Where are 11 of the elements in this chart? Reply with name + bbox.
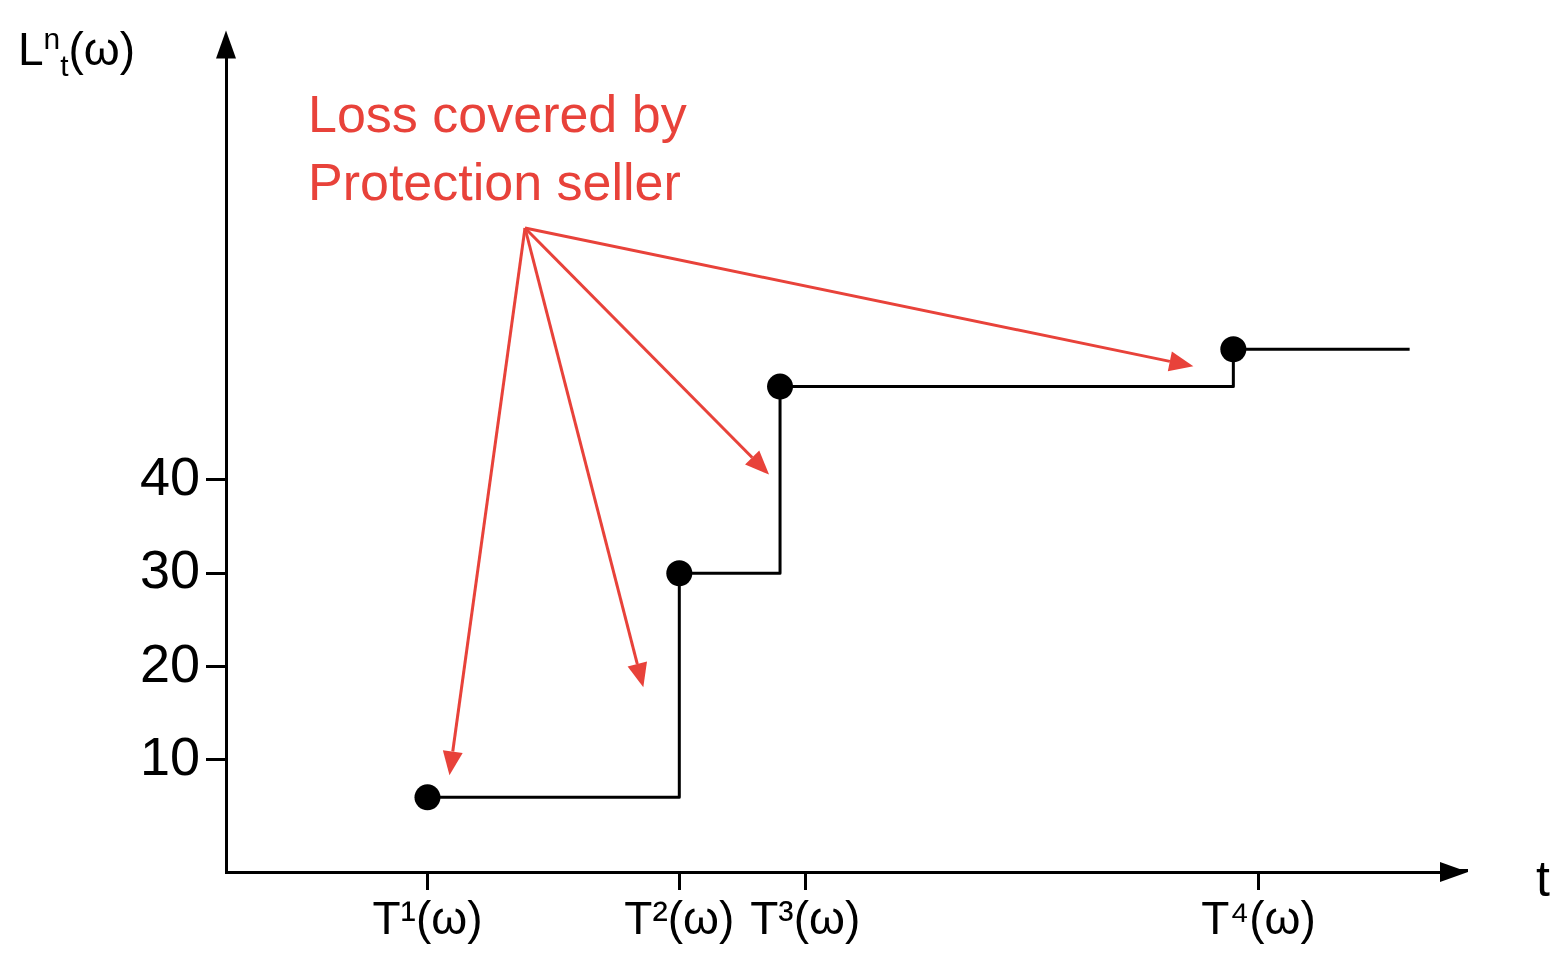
y-tick-label: 10 (139, 725, 200, 786)
x-tick-label: T⁴(ω) (1201, 892, 1316, 945)
x-tick-label: T³(ω) (750, 892, 861, 945)
x-axis-title: t (1536, 850, 1550, 908)
y-tick-label: 40 (139, 445, 200, 506)
y-tick-label: 20 (139, 632, 200, 693)
x-tick-label: T²(ω) (624, 892, 735, 945)
y-axis-title: L$^{n}$$_{t}$(ω) (18, 22, 136, 83)
annotation: Loss covered by Protection seller (308, 84, 688, 213)
x-tick-label: T¹(ω) (372, 892, 483, 945)
y-tick-label: 30 (139, 539, 200, 600)
